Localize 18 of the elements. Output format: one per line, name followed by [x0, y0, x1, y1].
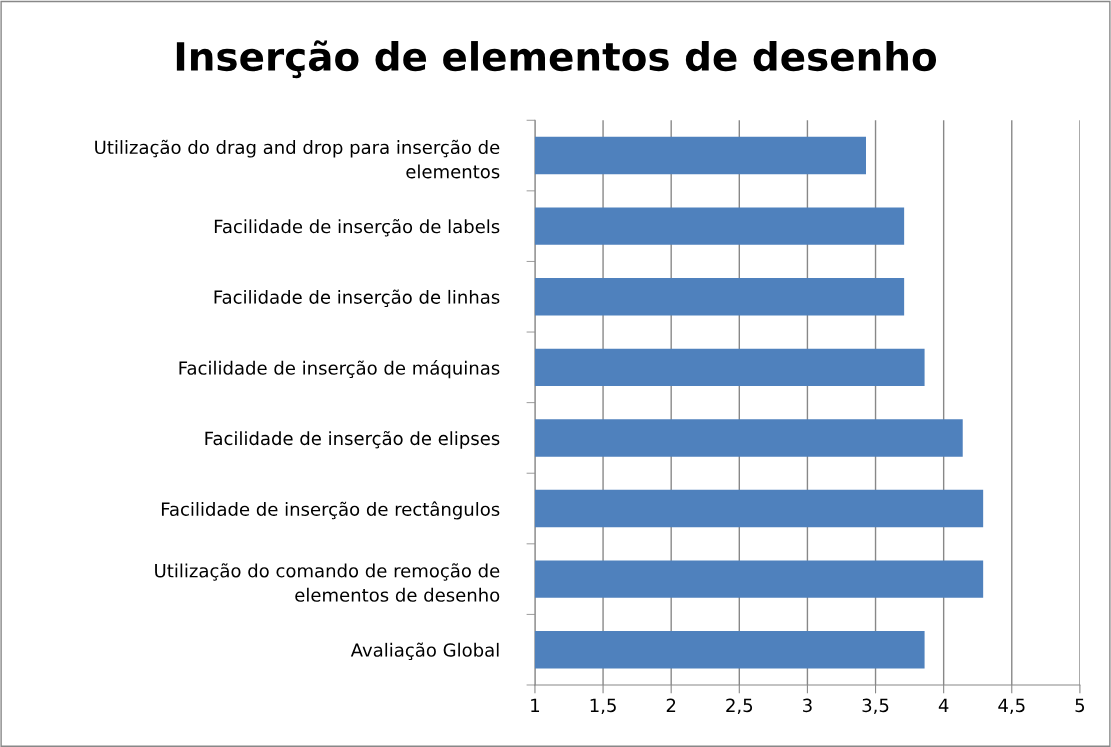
- x-tick-label: 5: [1075, 698, 1085, 713]
- x-tick-label: 1,5: [590, 698, 616, 715]
- x-tick-label: 4,5: [998, 698, 1025, 715]
- y-tick-label: Facilidade de inserção de labels: [214, 219, 500, 237]
- y-tick-label: Utilização do comando de remoção de elementos de desenho: [155, 563, 500, 602]
- x-tick-label: 2,5: [726, 698, 753, 715]
- x-tick-label: 1: [531, 698, 540, 712]
- x-tick-label: 3,5: [862, 698, 889, 715]
- x-tick-label: 3: [803, 698, 812, 713]
- y-tick-label: Avaliação Global: [350, 642, 499, 661]
- chart-title: Inserção de elementos de desenho: [176, 40, 937, 79]
- x-tick-label: 2: [666, 698, 676, 712]
- y-tick-label: Utilização do drag and drop para inserção de elementos: [95, 139, 500, 179]
- y-tick-label: Facilidade de inserção de rectângulos: [161, 501, 500, 520]
- y-tick-label: Facilidade de inserção de máquinas: [179, 360, 500, 379]
- x-tick-label: 4: [938, 698, 949, 712]
- y-tick-label: Facilidade de inserção de linhas: [214, 289, 500, 308]
- y-tick-label: Facilidade de inserção de elipses: [205, 430, 500, 449]
